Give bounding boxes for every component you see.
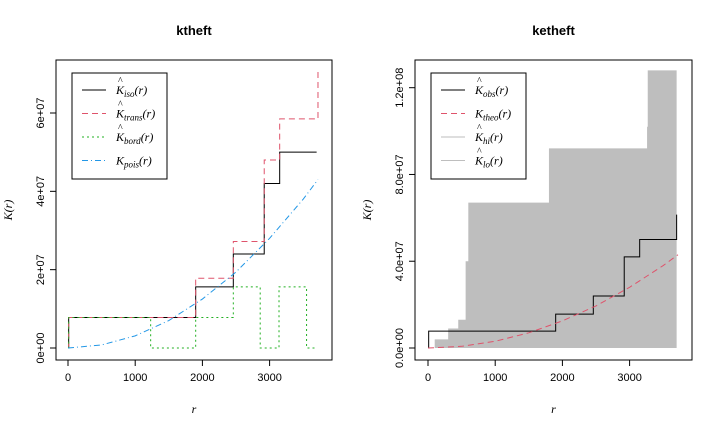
legend-box bbox=[430, 72, 527, 180]
y-axis-label: K(r) bbox=[360, 200, 374, 222]
legend-item-theo: Ktheo(r) bbox=[441, 107, 511, 123]
x-tick-label: 1000 bbox=[123, 372, 147, 384]
series-line-iso bbox=[68, 151, 317, 349]
envelope-band bbox=[434, 70, 677, 348]
legend-label: Kbord(r) bbox=[115, 130, 153, 146]
y-tick-label: 4e+07 bbox=[35, 176, 47, 207]
series-line-bord bbox=[68, 286, 317, 349]
y-tick-label: 6e+07 bbox=[35, 98, 47, 129]
legend-item-pois: Kpois(r) bbox=[82, 154, 152, 170]
legend-hat: ^ bbox=[118, 76, 123, 87]
chart-title: ketheft bbox=[532, 23, 575, 38]
legend-item-obs: Kobs(r)^ bbox=[441, 76, 508, 99]
legend-box bbox=[71, 72, 168, 180]
legend-label: Kobs(r) bbox=[474, 83, 508, 99]
legend-hat: ^ bbox=[477, 76, 482, 87]
y-axis-label: K(r) bbox=[1, 200, 15, 222]
series-line-pois bbox=[67, 179, 319, 349]
x-axis: 0 1000 2000 3000 r bbox=[65, 359, 282, 416]
legend-item-hi: Khi(r)^ bbox=[441, 123, 503, 146]
y-tick-label: 0.0e+00 bbox=[394, 328, 406, 368]
x-axis-label: r bbox=[551, 402, 556, 416]
x-tick-label: 0 bbox=[425, 372, 431, 384]
x-tick-label: 3000 bbox=[617, 372, 641, 384]
legend: Kobs(r)^Ktheo(r)Khi(r)^Klo(r)^ bbox=[430, 72, 527, 180]
legend-item-iso: Kiso(r)^ bbox=[82, 76, 147, 99]
y-tick-label: 8.0e+07 bbox=[394, 154, 406, 194]
x-tick-label: 1000 bbox=[483, 372, 507, 384]
x-tick-label: 3000 bbox=[257, 372, 281, 384]
legend: Kiso(r)^Ktrans(r)^Kbord(r)^Kpois(r) bbox=[71, 72, 168, 180]
legend-label: Kpois(r) bbox=[115, 154, 152, 170]
y-axis: 0.0e+00 4.0e+07 8.0e+07 1.2e+08 K(r) bbox=[360, 68, 416, 368]
y-tick-label: 4.0e+07 bbox=[394, 241, 406, 281]
legend-hat: ^ bbox=[477, 147, 482, 158]
legend-label: Kiso(r) bbox=[115, 83, 147, 99]
legend-label: Klo(r) bbox=[474, 154, 503, 170]
legend-hat: ^ bbox=[477, 123, 482, 134]
panel-ketheft: ketheft 0 1000 2000 3000 r 0.0e+00 4.0e+07 8.0e+… bbox=[360, 23, 693, 416]
x-tick-label: 0 bbox=[65, 372, 71, 384]
legend-label: Ktrans(r) bbox=[115, 107, 155, 123]
x-tick-label: 2000 bbox=[190, 372, 214, 384]
legend-label: Ktheo(r) bbox=[474, 107, 511, 123]
legend-label: Khi(r) bbox=[474, 130, 503, 146]
x-tick-label: 2000 bbox=[550, 372, 574, 384]
series-line-theo bbox=[427, 254, 679, 349]
x-axis: 0 1000 2000 3000 r bbox=[425, 359, 642, 416]
legend-item-trans: Ktrans(r)^ bbox=[82, 100, 155, 123]
y-tick-label: 2e+07 bbox=[35, 254, 47, 285]
chart-title: ktheft bbox=[176, 23, 212, 38]
legend-item-lo: Klo(r)^ bbox=[441, 147, 503, 170]
legend-hat: ^ bbox=[118, 100, 123, 111]
series-line-trans bbox=[68, 67, 319, 349]
series-line-obs bbox=[428, 214, 678, 349]
x-axis-label: r bbox=[192, 402, 197, 416]
panel-ktheft: ktheft 0 1000 2000 3000 r 0e+00 2e+07 4e+07 6e+07… bbox=[1, 23, 333, 416]
y-tick-label: 1.2e+08 bbox=[394, 68, 406, 108]
legend-item-bord: Kbord(r)^ bbox=[82, 123, 153, 146]
y-axis: 0e+00 2e+07 4e+07 6e+07 K(r) bbox=[1, 98, 57, 364]
y-tick-label: 0e+00 bbox=[35, 333, 47, 364]
legend-hat: ^ bbox=[118, 123, 123, 134]
